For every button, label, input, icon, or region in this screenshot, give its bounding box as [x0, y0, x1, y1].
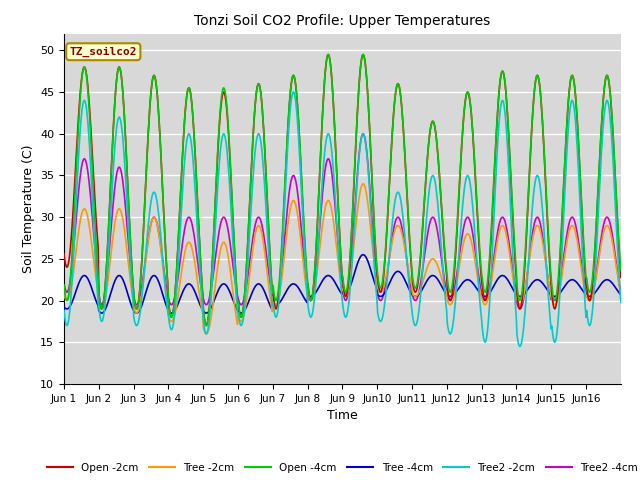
Tree2 -4cm — [276, 279, 284, 285]
Tree2 -4cm — [255, 215, 263, 220]
Tree -2cm — [401, 247, 409, 253]
Tree -2cm — [202, 331, 210, 337]
Tree2 -2cm — [255, 132, 263, 137]
Legend: Open -2cm, Tree -2cm, Open -4cm, Tree -4cm, Tree2 -2cm, Tree2 -4cm: Open -2cm, Tree -2cm, Open -4cm, Tree -4… — [43, 458, 640, 477]
Open -4cm — [256, 85, 264, 91]
Tree -4cm — [228, 296, 236, 301]
Line: Open -4cm: Open -4cm — [64, 54, 621, 325]
Tree -4cm — [401, 278, 409, 284]
Open -2cm — [60, 251, 68, 257]
Open -2cm — [401, 158, 409, 164]
Tree2 -4cm — [516, 306, 524, 312]
Tree -4cm — [98, 310, 106, 316]
Line: Tree -2cm: Tree -2cm — [64, 184, 621, 334]
Y-axis label: Soil Temperature (C): Soil Temperature (C) — [22, 144, 35, 273]
Tree -4cm — [617, 292, 625, 298]
Tree2 -2cm — [289, 89, 297, 95]
Open -4cm — [60, 282, 68, 288]
Tree -4cm — [359, 252, 367, 258]
Tree2 -2cm — [125, 243, 133, 249]
Open -2cm — [125, 216, 133, 222]
Tree2 -4cm — [60, 280, 68, 286]
Text: TZ_soilco2: TZ_soilco2 — [70, 47, 137, 57]
Line: Tree2 -2cm: Tree2 -2cm — [64, 92, 621, 347]
Tree -4cm — [126, 299, 134, 304]
Open -2cm — [433, 136, 440, 142]
Tree2 -2cm — [401, 229, 408, 235]
Line: Tree -4cm: Tree -4cm — [64, 255, 621, 313]
Tree2 -2cm — [432, 182, 440, 188]
Tree2 -4cm — [359, 131, 367, 137]
Tree -2cm — [228, 285, 236, 291]
Tree -2cm — [617, 290, 625, 296]
Tree -4cm — [433, 275, 440, 281]
Tree2 -2cm — [276, 281, 284, 287]
Tree2 -4cm — [617, 289, 625, 295]
Open -4cm — [277, 253, 285, 259]
Tree -4cm — [256, 281, 264, 287]
Open -4cm — [617, 267, 625, 273]
Tree2 -4cm — [228, 252, 236, 258]
Tree -2cm — [60, 291, 68, 297]
Open -2cm — [228, 206, 236, 212]
Open -2cm — [617, 275, 625, 280]
Title: Tonzi Soil CO2 Profile: Upper Temperatures: Tonzi Soil CO2 Profile: Upper Temperatur… — [195, 14, 490, 28]
Open -4cm — [202, 323, 210, 328]
Tree2 -2cm — [617, 300, 625, 305]
Tree2 -2cm — [60, 308, 68, 313]
Tree2 -4cm — [401, 240, 408, 246]
Open -2cm — [277, 260, 285, 266]
Open -2cm — [256, 85, 264, 91]
Open -4cm — [324, 51, 332, 57]
Line: Open -2cm: Open -2cm — [64, 54, 621, 325]
Tree -2cm — [125, 269, 133, 275]
Open -4cm — [228, 204, 236, 210]
Tree2 -2cm — [516, 344, 524, 349]
Tree2 -4cm — [432, 220, 440, 226]
Open -4cm — [401, 156, 409, 162]
Tree -2cm — [359, 181, 367, 187]
Open -2cm — [202, 323, 210, 328]
Tree2 -2cm — [228, 218, 236, 224]
Open -4cm — [433, 135, 440, 141]
Tree -4cm — [60, 304, 68, 310]
Line: Tree2 -4cm: Tree2 -4cm — [64, 134, 621, 309]
X-axis label: Time: Time — [327, 409, 358, 422]
Open -4cm — [125, 216, 133, 222]
Tree -2cm — [277, 281, 285, 287]
Tree -2cm — [256, 224, 264, 230]
Tree2 -4cm — [125, 251, 133, 257]
Tree -4cm — [277, 298, 285, 303]
Tree -2cm — [433, 260, 440, 265]
Open -2cm — [324, 51, 332, 57]
